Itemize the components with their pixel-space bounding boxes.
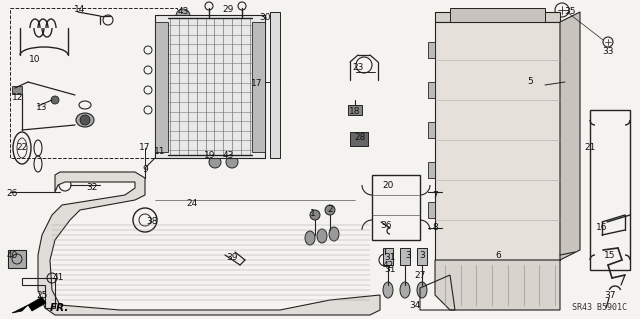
Text: 6: 6	[495, 250, 501, 259]
Text: 30: 30	[259, 13, 271, 23]
Circle shape	[226, 156, 238, 168]
Bar	[8, 250, 26, 268]
Text: 31: 31	[384, 254, 396, 263]
Polygon shape	[435, 260, 560, 310]
Polygon shape	[155, 15, 265, 158]
Ellipse shape	[400, 282, 410, 298]
Text: 8: 8	[432, 224, 438, 233]
Text: 28: 28	[355, 133, 365, 143]
Text: 32: 32	[86, 183, 98, 192]
Text: 2: 2	[327, 205, 333, 214]
Text: 7: 7	[432, 190, 438, 199]
Text: 17: 17	[140, 144, 151, 152]
Ellipse shape	[305, 231, 315, 245]
Text: 15: 15	[604, 250, 616, 259]
Polygon shape	[38, 172, 380, 315]
Ellipse shape	[383, 282, 393, 298]
Text: 17: 17	[252, 78, 263, 87]
Text: 12: 12	[12, 93, 24, 102]
Text: 16: 16	[596, 224, 608, 233]
Text: 43: 43	[177, 8, 189, 17]
Text: 21: 21	[584, 144, 596, 152]
Circle shape	[209, 156, 221, 168]
Ellipse shape	[417, 282, 427, 298]
Text: 43: 43	[222, 151, 234, 160]
Text: 39: 39	[227, 254, 237, 263]
Text: 3: 3	[419, 251, 425, 261]
Polygon shape	[28, 297, 46, 311]
Bar	[350, 132, 368, 146]
Circle shape	[176, 9, 190, 23]
Text: 34: 34	[410, 300, 420, 309]
Text: 35: 35	[564, 8, 576, 17]
Text: 3: 3	[405, 251, 411, 261]
Text: 33: 33	[602, 48, 614, 56]
Text: 40: 40	[6, 251, 18, 261]
Text: 24: 24	[186, 198, 198, 207]
Text: 11: 11	[154, 147, 166, 157]
Text: 1: 1	[310, 209, 316, 218]
Text: FR.: FR.	[50, 303, 69, 313]
Text: 10: 10	[29, 56, 41, 64]
Text: 25: 25	[36, 292, 48, 300]
Polygon shape	[428, 42, 435, 58]
Polygon shape	[270, 12, 280, 158]
Ellipse shape	[329, 227, 339, 241]
Text: 22: 22	[17, 144, 28, 152]
Text: 38: 38	[147, 218, 157, 226]
Polygon shape	[428, 162, 435, 178]
Circle shape	[51, 96, 59, 104]
Bar	[10, 8, 177, 158]
Text: 19: 19	[204, 151, 216, 160]
Polygon shape	[428, 122, 435, 138]
Bar	[12, 86, 22, 94]
Polygon shape	[155, 22, 168, 152]
Polygon shape	[435, 22, 560, 260]
Polygon shape	[450, 8, 545, 22]
Text: 36: 36	[380, 220, 392, 229]
Text: SR43 B5901C: SR43 B5901C	[572, 303, 627, 313]
Ellipse shape	[317, 229, 327, 243]
Text: 29: 29	[222, 5, 234, 14]
Text: 27: 27	[414, 271, 426, 280]
Polygon shape	[428, 202, 435, 218]
Circle shape	[80, 115, 90, 125]
Text: 13: 13	[36, 103, 48, 113]
Polygon shape	[12, 305, 28, 313]
Circle shape	[310, 210, 320, 220]
Text: 14: 14	[74, 5, 86, 14]
Text: 41: 41	[52, 273, 64, 283]
Text: 31: 31	[384, 265, 396, 275]
Polygon shape	[560, 12, 580, 260]
Polygon shape	[428, 82, 435, 98]
Text: 5: 5	[527, 78, 533, 86]
Text: 42: 42	[382, 261, 394, 270]
Text: 23: 23	[352, 63, 364, 72]
Polygon shape	[417, 248, 427, 265]
Ellipse shape	[76, 113, 94, 127]
Polygon shape	[400, 248, 410, 265]
Text: 20: 20	[382, 181, 394, 189]
Polygon shape	[252, 22, 265, 152]
Text: 9: 9	[142, 166, 148, 174]
Text: 37: 37	[604, 291, 616, 300]
Circle shape	[325, 205, 335, 215]
Text: 18: 18	[349, 108, 361, 116]
Text: 26: 26	[6, 189, 18, 198]
Polygon shape	[383, 248, 393, 265]
Polygon shape	[435, 12, 560, 22]
Bar	[348, 105, 362, 115]
